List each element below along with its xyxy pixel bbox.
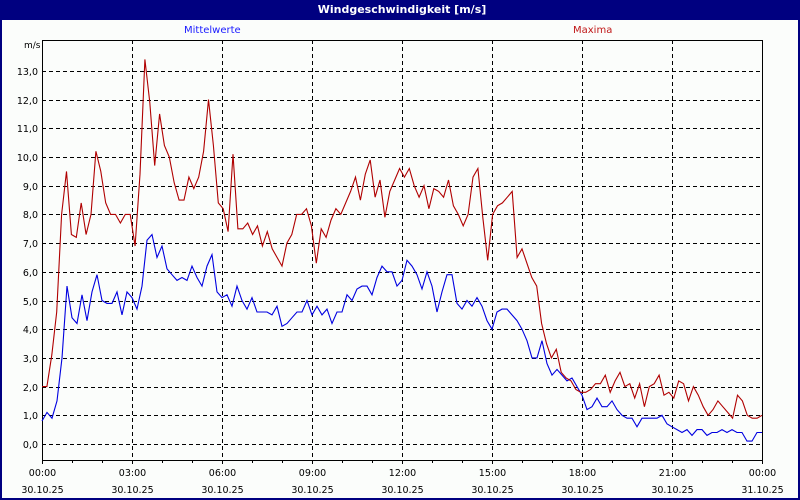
y-tick-label: 8,0 bbox=[23, 210, 38, 221]
x-tick-time: 00:00 bbox=[749, 468, 776, 479]
legend-max: Maxima bbox=[573, 25, 613, 36]
x-tick-date: 30.10.25 bbox=[291, 485, 333, 496]
x-tick-date: 30.10.25 bbox=[201, 485, 243, 496]
x-tick-time: 21:00 bbox=[659, 468, 686, 479]
plot-border bbox=[42, 40, 763, 461]
x-tick-time: 15:00 bbox=[479, 468, 506, 479]
chart-title: Windgeschwindigkeit [m/s] bbox=[2, 0, 800, 20]
x-tick-time: 00:00 bbox=[29, 468, 56, 479]
x-tick-date: 30.10.25 bbox=[111, 485, 153, 496]
y-tick-label: 3,0 bbox=[23, 354, 38, 365]
x-tick-time: 12:00 bbox=[389, 468, 416, 479]
x-tick-time: 18:00 bbox=[569, 468, 596, 479]
y-tick-label: 13,0 bbox=[17, 67, 38, 78]
x-tick-date: 30.10.25 bbox=[381, 485, 423, 496]
x-tick-time: 06:00 bbox=[209, 468, 236, 479]
x-tick-time: 03:00 bbox=[119, 468, 146, 479]
series-line-mean bbox=[41, 233, 762, 442]
x-tick-time: 09:00 bbox=[299, 468, 326, 479]
x-tick-date: 30.10.25 bbox=[471, 485, 513, 496]
y-tick-label: 12,0 bbox=[17, 96, 38, 107]
series-line-max bbox=[42, 59, 763, 420]
x-tick-date: 30.10.25 bbox=[561, 485, 603, 496]
y-tick-label: 4,0 bbox=[23, 325, 38, 336]
y-tick-label: 7,0 bbox=[23, 239, 38, 250]
y-tick-label: 5,0 bbox=[23, 297, 38, 308]
x-tick-date: 30.10.25 bbox=[651, 485, 693, 496]
x-tick-date: 31.10.25 bbox=[741, 485, 783, 496]
y-tick-label: 2,0 bbox=[23, 383, 38, 394]
y-tick-label: 1,0 bbox=[23, 411, 38, 422]
legend-mean: Mittelwerte bbox=[184, 25, 241, 36]
y-tick-label: 9,0 bbox=[23, 182, 38, 193]
y-tick-label: 6,0 bbox=[23, 268, 38, 279]
y-tick-label: 10,0 bbox=[17, 153, 38, 164]
y-tick-label: 0,0 bbox=[23, 440, 38, 451]
y-axis-unit: m/s bbox=[24, 41, 41, 51]
x-tick-date: 30.10.25 bbox=[21, 485, 63, 496]
y-tick-label: 11,0 bbox=[17, 124, 38, 135]
